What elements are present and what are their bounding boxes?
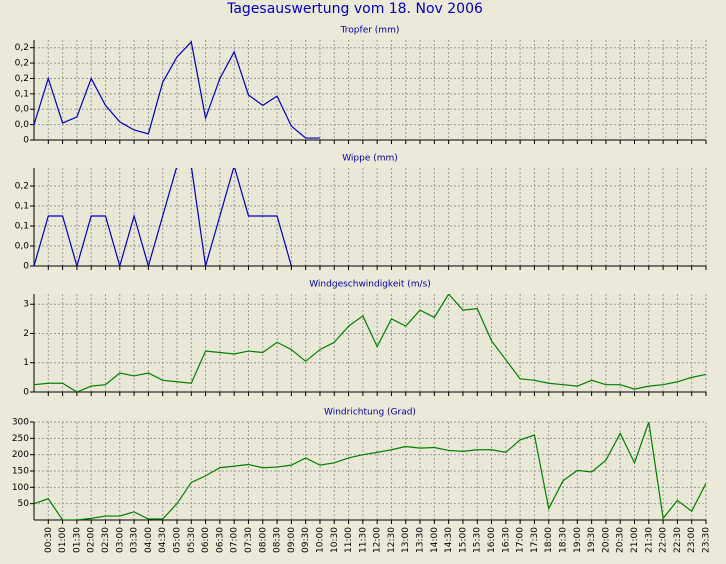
- x-tick-label: 01:00: [58, 527, 68, 553]
- x-tick-label: 12:00: [373, 527, 383, 553]
- chart-subtitle: Windgeschwindigkeit (m/s): [309, 280, 431, 290]
- x-tick-label: 15:30: [473, 527, 483, 553]
- x-tick-label: 16:30: [501, 527, 511, 553]
- y-tick-label: 0,2: [15, 43, 29, 53]
- y-tick-label: 50: [18, 499, 30, 509]
- plot-area: [34, 294, 706, 392]
- x-tick-label: 01:30: [72, 527, 82, 553]
- data-line: [34, 294, 706, 392]
- x-tick-label: 22:00: [659, 527, 669, 553]
- x-tick-label: 19:00: [573, 527, 583, 553]
- y-tick-label: 200: [12, 450, 29, 460]
- y-tick-label: 300: [12, 418, 29, 428]
- x-tick-label: 14:30: [444, 527, 454, 553]
- x-tick-label: 09:30: [301, 527, 311, 553]
- x-tick-label: 11:00: [344, 527, 354, 553]
- x-tick-label: 15:00: [458, 527, 468, 553]
- page-title: Tagesauswertung vom 18. Nov 2006: [226, 1, 483, 17]
- x-tick-label: 08:00: [258, 527, 268, 553]
- y-tick-label: 0: [23, 136, 29, 146]
- x-tick-label: 02:30: [101, 527, 111, 553]
- data-line: [34, 422, 706, 520]
- x-tick-label: 23:00: [687, 527, 697, 553]
- y-tick-label: 2: [23, 329, 29, 339]
- x-tick-label: 13:30: [416, 527, 426, 553]
- x-tick-label: 02:00: [87, 527, 97, 553]
- x-tick-label: 03:00: [115, 527, 125, 553]
- x-tick-label: 23:30: [702, 527, 712, 553]
- data-line: [34, 40, 320, 139]
- x-tick-label: 00:30: [44, 527, 54, 553]
- y-tick-label: 0,1: [15, 89, 29, 99]
- x-tick-label: 13:00: [401, 527, 411, 553]
- y-tick-label: 1: [23, 358, 29, 368]
- x-tick-label: 06:00: [201, 527, 211, 553]
- x-tick-label: 08:30: [273, 527, 283, 553]
- x-tick-label: 17:30: [530, 527, 540, 553]
- y-tick-label: 3: [23, 300, 29, 310]
- y-tick-label: 250: [12, 434, 29, 444]
- x-tick-label: 18:30: [559, 527, 569, 553]
- x-tick-label: 04:00: [144, 527, 154, 553]
- x-tick-label: 16:00: [487, 527, 497, 553]
- x-tick-label: 12:30: [387, 527, 397, 553]
- y-tick-label: 0: [23, 262, 29, 272]
- x-tick-label: 22:30: [673, 527, 683, 553]
- y-tick-label: 0,1: [15, 202, 29, 212]
- x-tick-label: 10:00: [315, 527, 325, 553]
- y-tick-label: 0,0: [15, 120, 30, 130]
- x-tick-label: 09:00: [287, 527, 297, 553]
- y-tick-label: 0,2: [15, 182, 29, 192]
- x-tick-label: 04:30: [158, 527, 168, 553]
- x-tick-label: 03:30: [130, 527, 140, 553]
- plot-area: [34, 40, 706, 140]
- y-tick-label: 0,2: [15, 59, 29, 69]
- chart-subtitle: Tropfer (mm): [340, 26, 400, 36]
- x-tick-label: 19:30: [587, 527, 597, 553]
- x-tick-label: 07:00: [230, 527, 240, 553]
- chart-subtitle: Wippe (mm): [342, 154, 398, 164]
- y-tick-label: 0,0: [15, 105, 30, 115]
- y-tick-label: 0,0: [15, 242, 30, 252]
- x-tick-label: 07:30: [244, 527, 254, 553]
- x-tick-label: 20:00: [601, 527, 611, 553]
- y-tick-label: 0,1: [15, 222, 29, 232]
- data-line: [34, 168, 292, 266]
- x-tick-label: 21:30: [644, 527, 654, 553]
- y-tick-label: 0: [23, 388, 29, 398]
- x-tick-label: 06:30: [215, 527, 225, 553]
- x-tick-label: 05:00: [172, 527, 182, 553]
- plot-area: [34, 168, 706, 266]
- chart-subtitle: Windrichtung (Grad): [324, 408, 416, 418]
- x-tick-label: 10:30: [330, 527, 340, 553]
- x-tick-label: 20:30: [616, 527, 626, 553]
- y-tick-label: 100: [12, 483, 29, 493]
- x-tick-label: 05:30: [187, 527, 197, 553]
- x-tick-label: 18:00: [544, 527, 554, 553]
- x-tick-label: 14:00: [430, 527, 440, 553]
- y-tick-label: 0,2: [15, 74, 29, 84]
- x-tick-label: 11:30: [358, 527, 368, 553]
- y-tick-label: 150: [12, 467, 29, 477]
- x-tick-label: 17:00: [516, 527, 526, 553]
- x-tick-label: 21:00: [630, 527, 640, 553]
